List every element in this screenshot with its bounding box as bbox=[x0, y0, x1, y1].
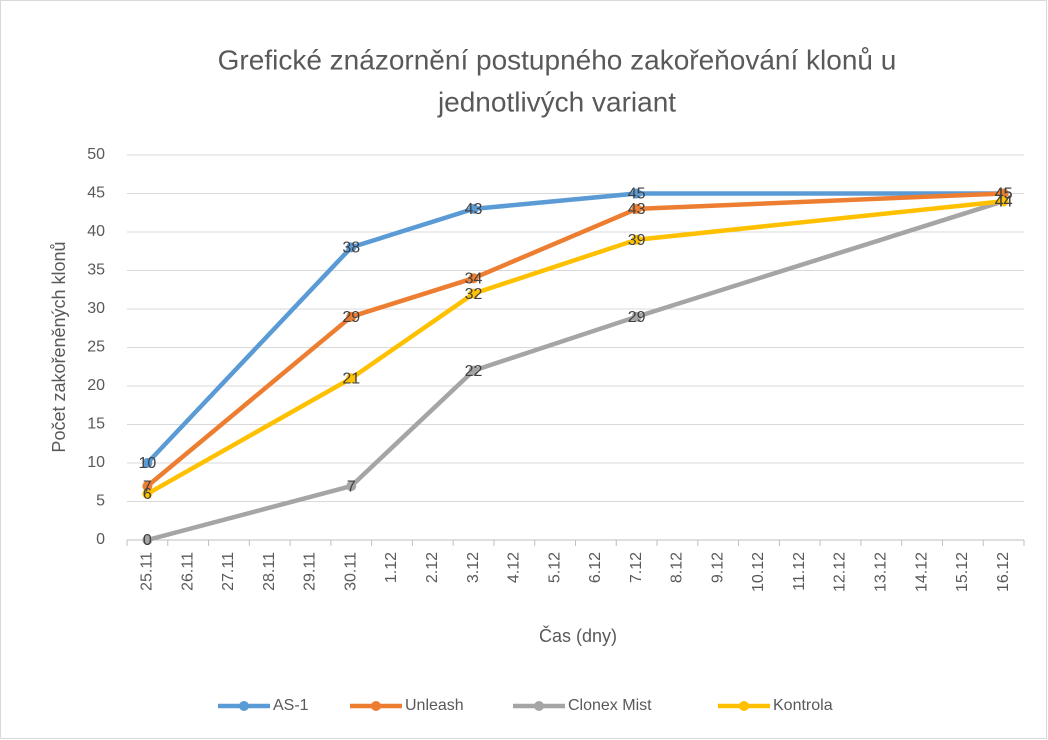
data-label: 6 bbox=[143, 486, 152, 503]
x-tick-label: 14.12 bbox=[913, 552, 930, 592]
legend-marker bbox=[239, 701, 249, 711]
x-tick-label: 13.12 bbox=[873, 552, 890, 592]
x-tick-label: 2.12 bbox=[424, 552, 441, 583]
x-tick-label: 3.12 bbox=[465, 552, 482, 583]
y-tick-label: 40 bbox=[87, 223, 105, 240]
x-tick-label: 4.12 bbox=[506, 552, 523, 583]
x-tick-label: 30.11 bbox=[342, 552, 359, 591]
x-tick-label: 11.12 bbox=[791, 552, 808, 591]
data-point bbox=[631, 188, 642, 199]
x-tick-label: 6.12 bbox=[587, 552, 604, 583]
data-point bbox=[998, 188, 1009, 199]
data-label: 21 bbox=[342, 371, 360, 388]
data-label: 29 bbox=[342, 309, 360, 326]
x-tick-label: 12.12 bbox=[832, 552, 849, 592]
y-tick-label: 5 bbox=[96, 493, 105, 510]
y-tick-label: 10 bbox=[87, 454, 105, 471]
legend-label: Unleash bbox=[405, 697, 464, 714]
x-tick-label: 16.12 bbox=[995, 552, 1012, 592]
data-label: 22 bbox=[465, 363, 483, 380]
data-label: 29 bbox=[628, 309, 646, 326]
data-point bbox=[631, 203, 642, 214]
data-point bbox=[142, 458, 153, 468]
y-tick-label: 25 bbox=[87, 339, 105, 356]
data-point bbox=[346, 242, 357, 253]
x-tick-label: 7.12 bbox=[628, 552, 645, 583]
data-label: 38 bbox=[342, 240, 360, 257]
data-label: 32 bbox=[465, 286, 483, 303]
y-tick-label: 45 bbox=[87, 185, 105, 202]
data-point bbox=[468, 203, 479, 214]
data-point bbox=[142, 488, 153, 499]
x-tick-label: 26.11 bbox=[179, 552, 196, 591]
data-label: 44 bbox=[995, 193, 1013, 210]
y-tick-label: 20 bbox=[87, 377, 105, 394]
chart-title: Grefické znázornění postupného zakořeňov… bbox=[218, 44, 897, 75]
legend-label: Kontrola bbox=[773, 697, 833, 714]
data-point bbox=[998, 196, 1009, 207]
data-point bbox=[468, 288, 479, 299]
data-point bbox=[468, 365, 479, 376]
data-label: 44 bbox=[995, 193, 1013, 210]
data-point bbox=[468, 273, 479, 284]
x-axis-label: Čas (dny) bbox=[539, 625, 617, 646]
data-point bbox=[631, 234, 642, 245]
data-point bbox=[142, 481, 153, 492]
y-tick-label: 0 bbox=[96, 531, 105, 548]
data-label: 43 bbox=[465, 201, 483, 218]
x-tick-label: 9.12 bbox=[709, 552, 726, 583]
legend-marker bbox=[739, 701, 749, 711]
x-tick-label: 10.12 bbox=[750, 552, 767, 592]
x-tick-label: 15.12 bbox=[954, 552, 971, 592]
y-tick-label: 35 bbox=[87, 262, 105, 279]
data-point bbox=[346, 481, 357, 492]
data-point bbox=[346, 373, 357, 384]
y-tick-label: 50 bbox=[87, 146, 105, 163]
y-tick-label: 15 bbox=[87, 416, 105, 433]
legend-label: Clonex Mist bbox=[568, 697, 652, 714]
x-tick-label: 25.11 bbox=[139, 552, 156, 591]
data-label: 45 bbox=[995, 186, 1013, 203]
data-label: 0 bbox=[143, 532, 152, 549]
data-point bbox=[346, 311, 357, 322]
x-tick-label: 27.11 bbox=[220, 552, 237, 591]
data-point bbox=[631, 311, 642, 322]
x-tick-label: 1.12 bbox=[383, 552, 400, 583]
legend-label: AS-1 bbox=[273, 697, 309, 714]
data-point bbox=[142, 535, 153, 545]
chart-title: jednotlivých variant bbox=[437, 86, 676, 117]
data-label: 39 bbox=[628, 232, 646, 249]
y-axis-label: Počet zakořeněných klonů bbox=[49, 241, 69, 452]
x-tick-label: 28.11 bbox=[261, 552, 278, 591]
data-label: 45 bbox=[995, 186, 1013, 203]
x-tick-label: 29.11 bbox=[302, 552, 319, 591]
legend-marker bbox=[371, 701, 381, 711]
data-label: 34 bbox=[465, 270, 483, 287]
x-tick-label: 5.12 bbox=[546, 552, 563, 583]
data-label: 7 bbox=[347, 478, 356, 495]
data-label: 7 bbox=[143, 478, 152, 495]
data-label: 43 bbox=[628, 201, 646, 218]
data-label: 10 bbox=[138, 455, 156, 472]
x-tick-label: 8.12 bbox=[669, 552, 686, 583]
legend-marker bbox=[534, 701, 544, 711]
y-tick-label: 30 bbox=[87, 300, 105, 317]
data-label: 45 bbox=[628, 186, 646, 203]
